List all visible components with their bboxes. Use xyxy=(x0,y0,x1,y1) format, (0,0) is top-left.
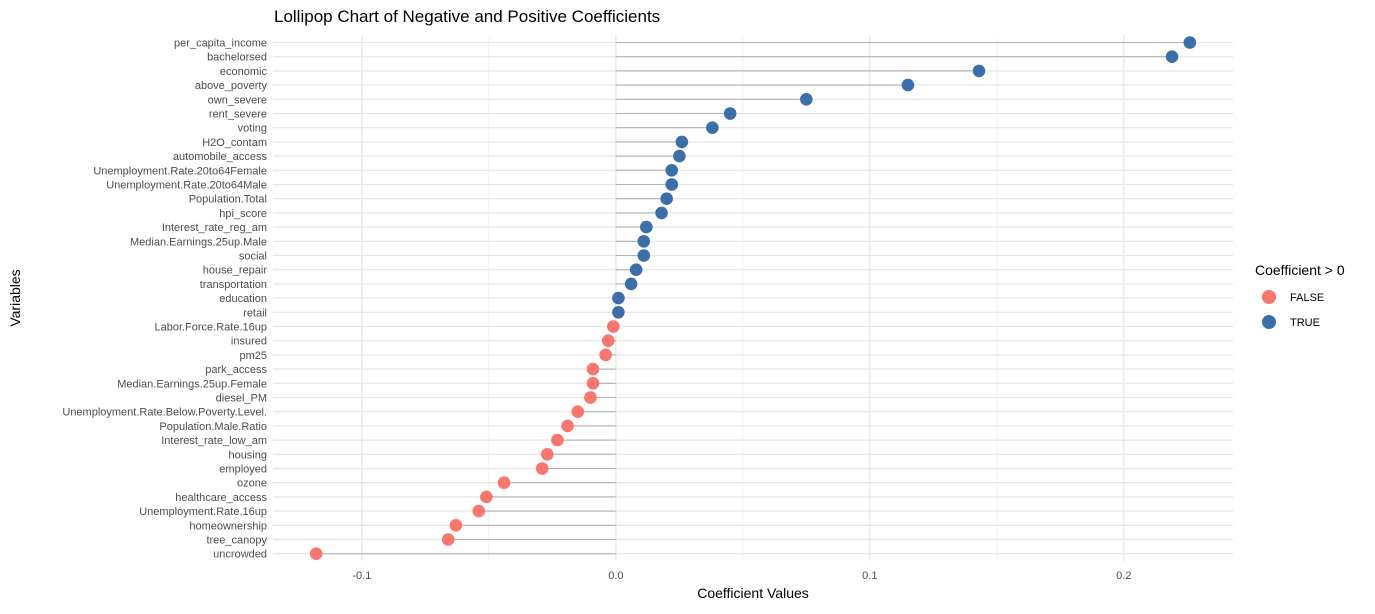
y-tick-label: house_repair xyxy=(203,265,268,277)
y-tick-label: automobile_access xyxy=(173,151,268,163)
lollipop-point xyxy=(586,377,600,390)
y-axis-title: Variables xyxy=(7,269,23,326)
lollipop-point xyxy=(624,277,638,291)
y-tick-label: homeownership xyxy=(189,520,267,532)
x-axis-title: Coefficient Values xyxy=(697,585,809,601)
lollipop-point xyxy=(449,519,463,532)
y-tick-label: ozone xyxy=(237,478,267,490)
y-tick-label: employed xyxy=(219,464,267,476)
legend-key xyxy=(1262,290,1276,304)
y-tick-label: transportation xyxy=(200,279,267,291)
chart-title: Lollipop Chart of Negative and Positive … xyxy=(274,7,660,26)
y-tick-label: economic xyxy=(220,66,268,78)
lollipop-point xyxy=(612,291,625,305)
lollipop-point xyxy=(723,107,737,120)
lollipop-point xyxy=(665,164,679,177)
y-tick-label: hpi_score xyxy=(219,208,267,220)
lollipop-point xyxy=(673,149,686,163)
x-tick-label: 0.1 xyxy=(862,570,877,582)
y-tick-label: social xyxy=(239,251,267,263)
x-tick-label: 0.0 xyxy=(608,570,623,582)
y-tick-label: H2O_contam xyxy=(202,137,267,149)
lollipop-point xyxy=(599,348,612,362)
lollipop-point xyxy=(660,192,673,205)
lollipop-point xyxy=(480,490,493,504)
lollipop-point xyxy=(665,178,679,191)
lollipop-point xyxy=(551,433,564,447)
lollipop-point xyxy=(655,206,668,220)
y-tick-label: bachelorsed xyxy=(207,52,267,64)
lollipop-point xyxy=(535,462,549,475)
y-tick-label: Labor.Force.Rate.16up xyxy=(154,322,267,334)
y-tick-label: own_severe xyxy=(208,94,267,106)
y-tick-label: Interest_rate_low_am xyxy=(161,435,267,447)
y-tick-label: Unemployment.Rate.20to64Male xyxy=(106,180,267,192)
y-tick-label: diesel_PM xyxy=(216,393,267,405)
legend-title: Coefficient > 0 xyxy=(1255,262,1345,278)
y-tick-label: Unemployment.Rate.Below.Poverty.Level. xyxy=(62,407,267,419)
y-tick-label: housing xyxy=(228,449,267,461)
lollipop-point xyxy=(637,235,651,248)
legend-label: TRUE xyxy=(1290,317,1320,329)
y-tick-label: above_poverty xyxy=(195,80,268,92)
lollipop-point xyxy=(441,533,455,546)
grid xyxy=(273,35,1233,561)
y-tick-label: Interest_rate_reg_am xyxy=(162,222,267,234)
lollipop-point xyxy=(497,476,511,490)
y-tick-label: voting xyxy=(238,123,267,135)
y-tick-labels: per_capita_income bachelorsed economic abov… xyxy=(62,38,267,561)
y-tick-label: Median.Earnings.25up.Male xyxy=(130,236,267,248)
points xyxy=(309,36,1197,560)
lollipop-point xyxy=(540,448,554,461)
lollipop-point xyxy=(586,362,600,376)
y-tick-label: Median.Earnings.25up.Female xyxy=(117,378,267,390)
y-tick-label: uncrowded xyxy=(213,549,267,561)
lollipop-point xyxy=(309,547,323,560)
lollipop-point xyxy=(629,263,643,277)
y-tick-label: park_access xyxy=(205,364,267,376)
y-tick-label: retail xyxy=(243,307,267,319)
lollipop-point xyxy=(640,220,653,234)
y-tick-label: healthcare_access xyxy=(175,492,267,504)
y-tick-label: pm25 xyxy=(239,350,267,362)
lollipop-point xyxy=(601,334,615,348)
y-tick-label: insured xyxy=(231,336,267,348)
y-tick-label: Unemployment.Rate.20to64Female xyxy=(93,165,267,177)
y-tick-label: rent_severe xyxy=(209,109,267,121)
y-tick-label: per_capita_income xyxy=(174,38,267,50)
lollipop-point xyxy=(637,249,651,262)
y-tick-label: tree_canopy xyxy=(206,535,267,547)
lollipop-point xyxy=(972,64,986,78)
lollipop-point xyxy=(571,405,585,419)
lollipop-point xyxy=(1165,50,1179,63)
lollipop-point xyxy=(901,78,915,92)
y-tick-label: Unemployment.Rate.16up xyxy=(139,506,267,518)
stems xyxy=(316,41,1190,555)
lollipop-point xyxy=(472,504,486,518)
lollipop-point xyxy=(800,93,813,106)
x-tick-label: -0.1 xyxy=(352,570,371,582)
legend-key xyxy=(1262,315,1276,329)
legend-label: FALSE xyxy=(1290,292,1324,304)
y-tick-label: Population.Total xyxy=(189,194,267,206)
lollipop-point xyxy=(675,135,689,149)
y-tick-label: Population.Male.Ratio xyxy=(159,421,267,433)
lollipop-point xyxy=(607,320,620,333)
x-tick-labels: -0.1 0.0 0.1 0.2 xyxy=(352,570,1131,582)
y-tick-label: education xyxy=(219,293,267,305)
lollipop-point xyxy=(1183,36,1197,49)
lollipop-point xyxy=(612,306,625,319)
x-tick-label: 0.2 xyxy=(1116,570,1131,582)
lollipop-point xyxy=(561,419,574,433)
lollipop-point xyxy=(706,121,719,134)
lollipop-point xyxy=(584,391,597,404)
legend: Coefficient > 0 FALSE TRUE xyxy=(1255,262,1345,329)
